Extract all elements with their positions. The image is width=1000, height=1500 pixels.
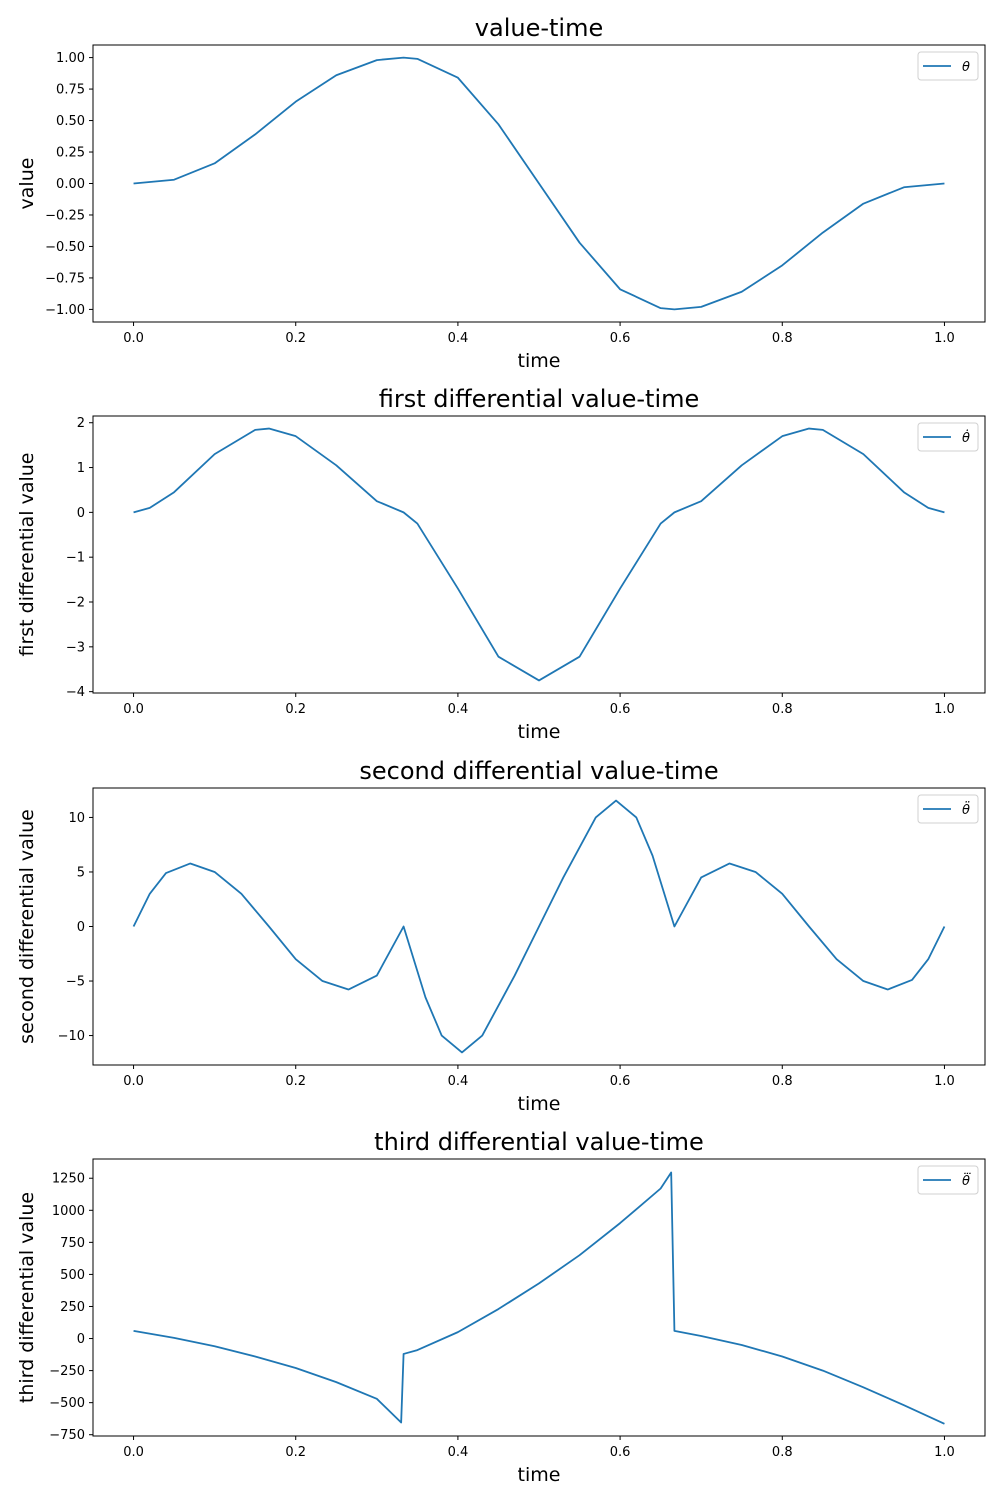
y-tick-label: −3 [66, 640, 85, 655]
y-tick-label: 0 [77, 1332, 85, 1347]
legend-label: θ⃛ [962, 1173, 971, 1189]
chart-title: third differential value-time [374, 1128, 704, 1156]
y-tick-label: 0.00 [56, 177, 85, 192]
axes-frame [92, 415, 986, 694]
legend: θ [917, 51, 979, 81]
x-axis-label: time [518, 1093, 561, 1115]
y-tick-label: 750 [60, 1236, 85, 1251]
x-tick-label: 1.0 [934, 1445, 955, 1460]
series-line-1 [133, 427, 945, 682]
legend: θ̈ [917, 794, 979, 824]
chart-2: first differential value-time 0.0 0.2 0.4 0.… [16, 385, 986, 743]
y-tick-label: −0.50 [45, 240, 85, 255]
x-tick-label: 0.0 [123, 702, 144, 717]
y-tick-label: 500 [60, 1268, 85, 1283]
axes-frame [92, 1158, 986, 1437]
x-tick-label: 0.8 [772, 702, 793, 717]
chart-title: value-time [475, 14, 603, 42]
x-tick-label: 0.2 [285, 1445, 306, 1460]
x-tick-label: 0.0 [123, 331, 144, 346]
x-tick-label: 1.0 [934, 331, 955, 346]
y-tick-label: 0.50 [56, 114, 85, 129]
axes-frame [92, 44, 986, 323]
legend-label: θ [962, 60, 970, 75]
y-tick-label: −2 [66, 596, 85, 611]
y-tick-label: −0.25 [45, 208, 85, 223]
x-tick-label: 0.8 [772, 331, 793, 346]
y-tick-label: 1.00 [56, 51, 85, 66]
x-axis-label: time [518, 721, 561, 743]
y-tick-label: 0 [77, 506, 85, 521]
x-tick-label: 0.4 [448, 1445, 469, 1460]
series-line-1 [133, 1171, 945, 1425]
legend: θ̇ [917, 422, 979, 452]
x-tick-label: 0.2 [285, 331, 306, 346]
x-tick-label: 0.6 [610, 1074, 631, 1089]
y-axis-label: third differential value [16, 1192, 38, 1403]
y-tick-label: −4 [66, 685, 85, 700]
legend-label: θ̈ [962, 802, 970, 818]
x-tick-label: 0.0 [123, 1445, 144, 1460]
x-tick-label: 0.4 [448, 331, 469, 346]
y-tick-label: −500 [49, 1396, 85, 1411]
x-tick-label: 0.4 [448, 702, 469, 717]
x-tick-label: 0.4 [448, 1074, 469, 1089]
chart-title: first differential value-time [379, 385, 700, 413]
x-tick-label: 0.8 [772, 1074, 793, 1089]
chart-4: third differential value-time 0.0 0.2 0.4 0.… [16, 1128, 986, 1486]
x-tick-label: 0.6 [610, 331, 631, 346]
x-tick-label: 0.0 [123, 1074, 144, 1089]
y-tick-label: −0.75 [45, 271, 85, 286]
y-axis-label: first differential value [16, 453, 38, 657]
y-tick-label: 1000 [52, 1204, 85, 1219]
x-tick-label: 0.2 [285, 1074, 306, 1089]
chart-1: value-time 0.0 0.2 0.4 0.6 0.8 1.0 1.00 0.75 0.50… [16, 14, 986, 372]
y-tick-label: 250 [60, 1300, 85, 1315]
y-tick-label: −5 [66, 975, 85, 990]
legend: θ⃛ [917, 1165, 979, 1195]
y-axis-label: second differential value [16, 809, 38, 1044]
y-tick-label: −1 [66, 551, 85, 566]
x-tick-label: 0.8 [772, 1445, 793, 1460]
y-tick-label: −750 [49, 1428, 85, 1443]
series-line-1 [133, 56, 945, 311]
series-line-1 [132, 799, 946, 1054]
chart-title: second differential value-time [359, 757, 718, 785]
x-tick-label: 0.2 [285, 702, 306, 717]
x-tick-label: 1.0 [934, 1074, 955, 1089]
y-tick-label: −10 [58, 1029, 85, 1044]
y-tick-label: 2 [77, 416, 85, 431]
legend-label: θ̇ [962, 430, 970, 446]
y-tick-label: −1.00 [45, 303, 85, 318]
x-axis-label: time [518, 350, 561, 372]
x-tick-label: 0.6 [610, 702, 631, 717]
x-tick-label: 0.6 [610, 1445, 631, 1460]
y-tick-label: 5 [77, 865, 85, 880]
y-tick-label: 0.75 [56, 83, 85, 98]
y-tick-label: 0.25 [56, 146, 85, 161]
y-tick-label: 1 [77, 461, 85, 476]
y-tick-label: −250 [49, 1364, 85, 1379]
x-axis-label: time [518, 1464, 561, 1486]
y-tick-label: 1250 [52, 1172, 85, 1187]
chart-3: second differential value-time 0.0 0.2 0.4 0… [16, 757, 986, 1115]
axes-frame [92, 787, 986, 1066]
x-tick-label: 1.0 [934, 702, 955, 717]
y-tick-label: 0 [77, 920, 85, 935]
y-axis-label: value [16, 158, 38, 210]
y-tick-label: 10 [68, 811, 85, 826]
